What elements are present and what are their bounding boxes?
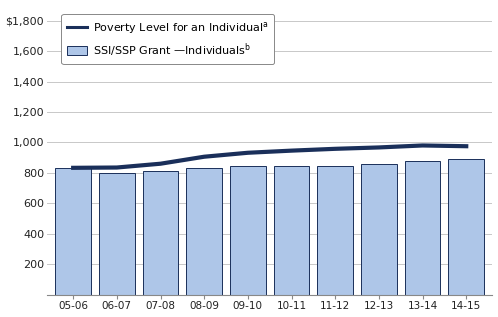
Bar — [186, 168, 222, 294]
Bar — [99, 173, 135, 294]
Bar — [317, 166, 353, 294]
Legend: Poverty Level for an Individual$^{\mathrm{a}}$, SSI/SSP Grant —Individuals$^{\ma: Poverty Level for an Individual$^{\mathr… — [61, 14, 274, 64]
Bar — [55, 168, 91, 294]
Bar — [230, 166, 266, 294]
Bar — [273, 166, 309, 294]
Bar — [448, 159, 484, 294]
Bar — [405, 161, 440, 294]
Bar — [142, 171, 178, 294]
Bar — [361, 165, 397, 294]
